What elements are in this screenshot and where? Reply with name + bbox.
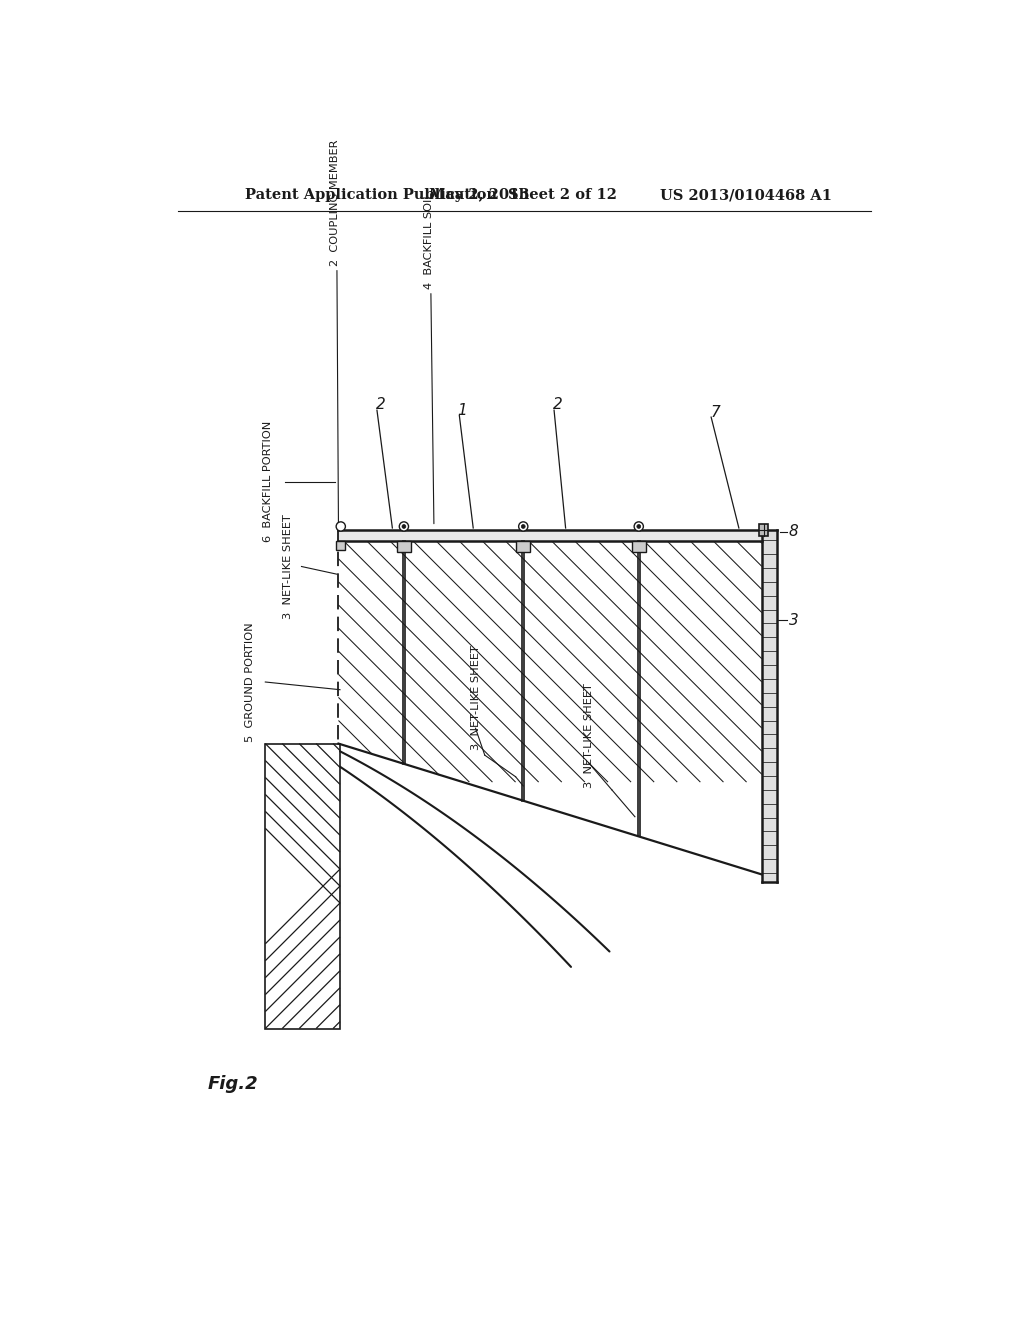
Polygon shape	[265, 743, 340, 1028]
Text: May 2, 2013: May 2, 2013	[429, 189, 529, 202]
Text: 2: 2	[376, 397, 386, 412]
Circle shape	[402, 524, 406, 528]
Text: 3: 3	[788, 612, 799, 628]
Text: 5  GROUND PORTION: 5 GROUND PORTION	[245, 622, 255, 742]
Circle shape	[399, 521, 409, 531]
Text: 3  NET-LIKE SHEET: 3 NET-LIKE SHEET	[584, 684, 594, 788]
Text: 1: 1	[457, 403, 467, 417]
Text: Fig.2: Fig.2	[208, 1074, 258, 1093]
Bar	[336, 541, 345, 550]
Text: 6  BACKFILL PORTION: 6 BACKFILL PORTION	[262, 421, 272, 543]
Text: 8: 8	[788, 524, 799, 539]
Circle shape	[336, 521, 345, 531]
Text: 7: 7	[711, 405, 721, 420]
Text: 3  NET-LIKE SHEET: 3 NET-LIKE SHEET	[470, 645, 480, 750]
Text: 2  COUPLING MEMBER: 2 COUPLING MEMBER	[330, 140, 340, 267]
Text: 2: 2	[553, 397, 563, 412]
Bar	[516, 541, 530, 552]
Text: Patent Application Publication: Patent Application Publication	[245, 189, 497, 202]
Bar	[759, 524, 768, 536]
Circle shape	[634, 521, 643, 531]
Bar	[632, 541, 646, 552]
Text: 3  NET-LIKE SHEET: 3 NET-LIKE SHEET	[283, 513, 293, 619]
Text: 4  BACKFILL SOIL: 4 BACKFILL SOIL	[424, 193, 434, 289]
Circle shape	[518, 521, 528, 531]
Text: Sheet 2 of 12: Sheet 2 of 12	[508, 189, 616, 202]
Circle shape	[521, 524, 525, 528]
Text: US 2013/0104468 A1: US 2013/0104468 A1	[660, 189, 833, 202]
Circle shape	[637, 524, 641, 528]
Bar	[397, 541, 411, 552]
